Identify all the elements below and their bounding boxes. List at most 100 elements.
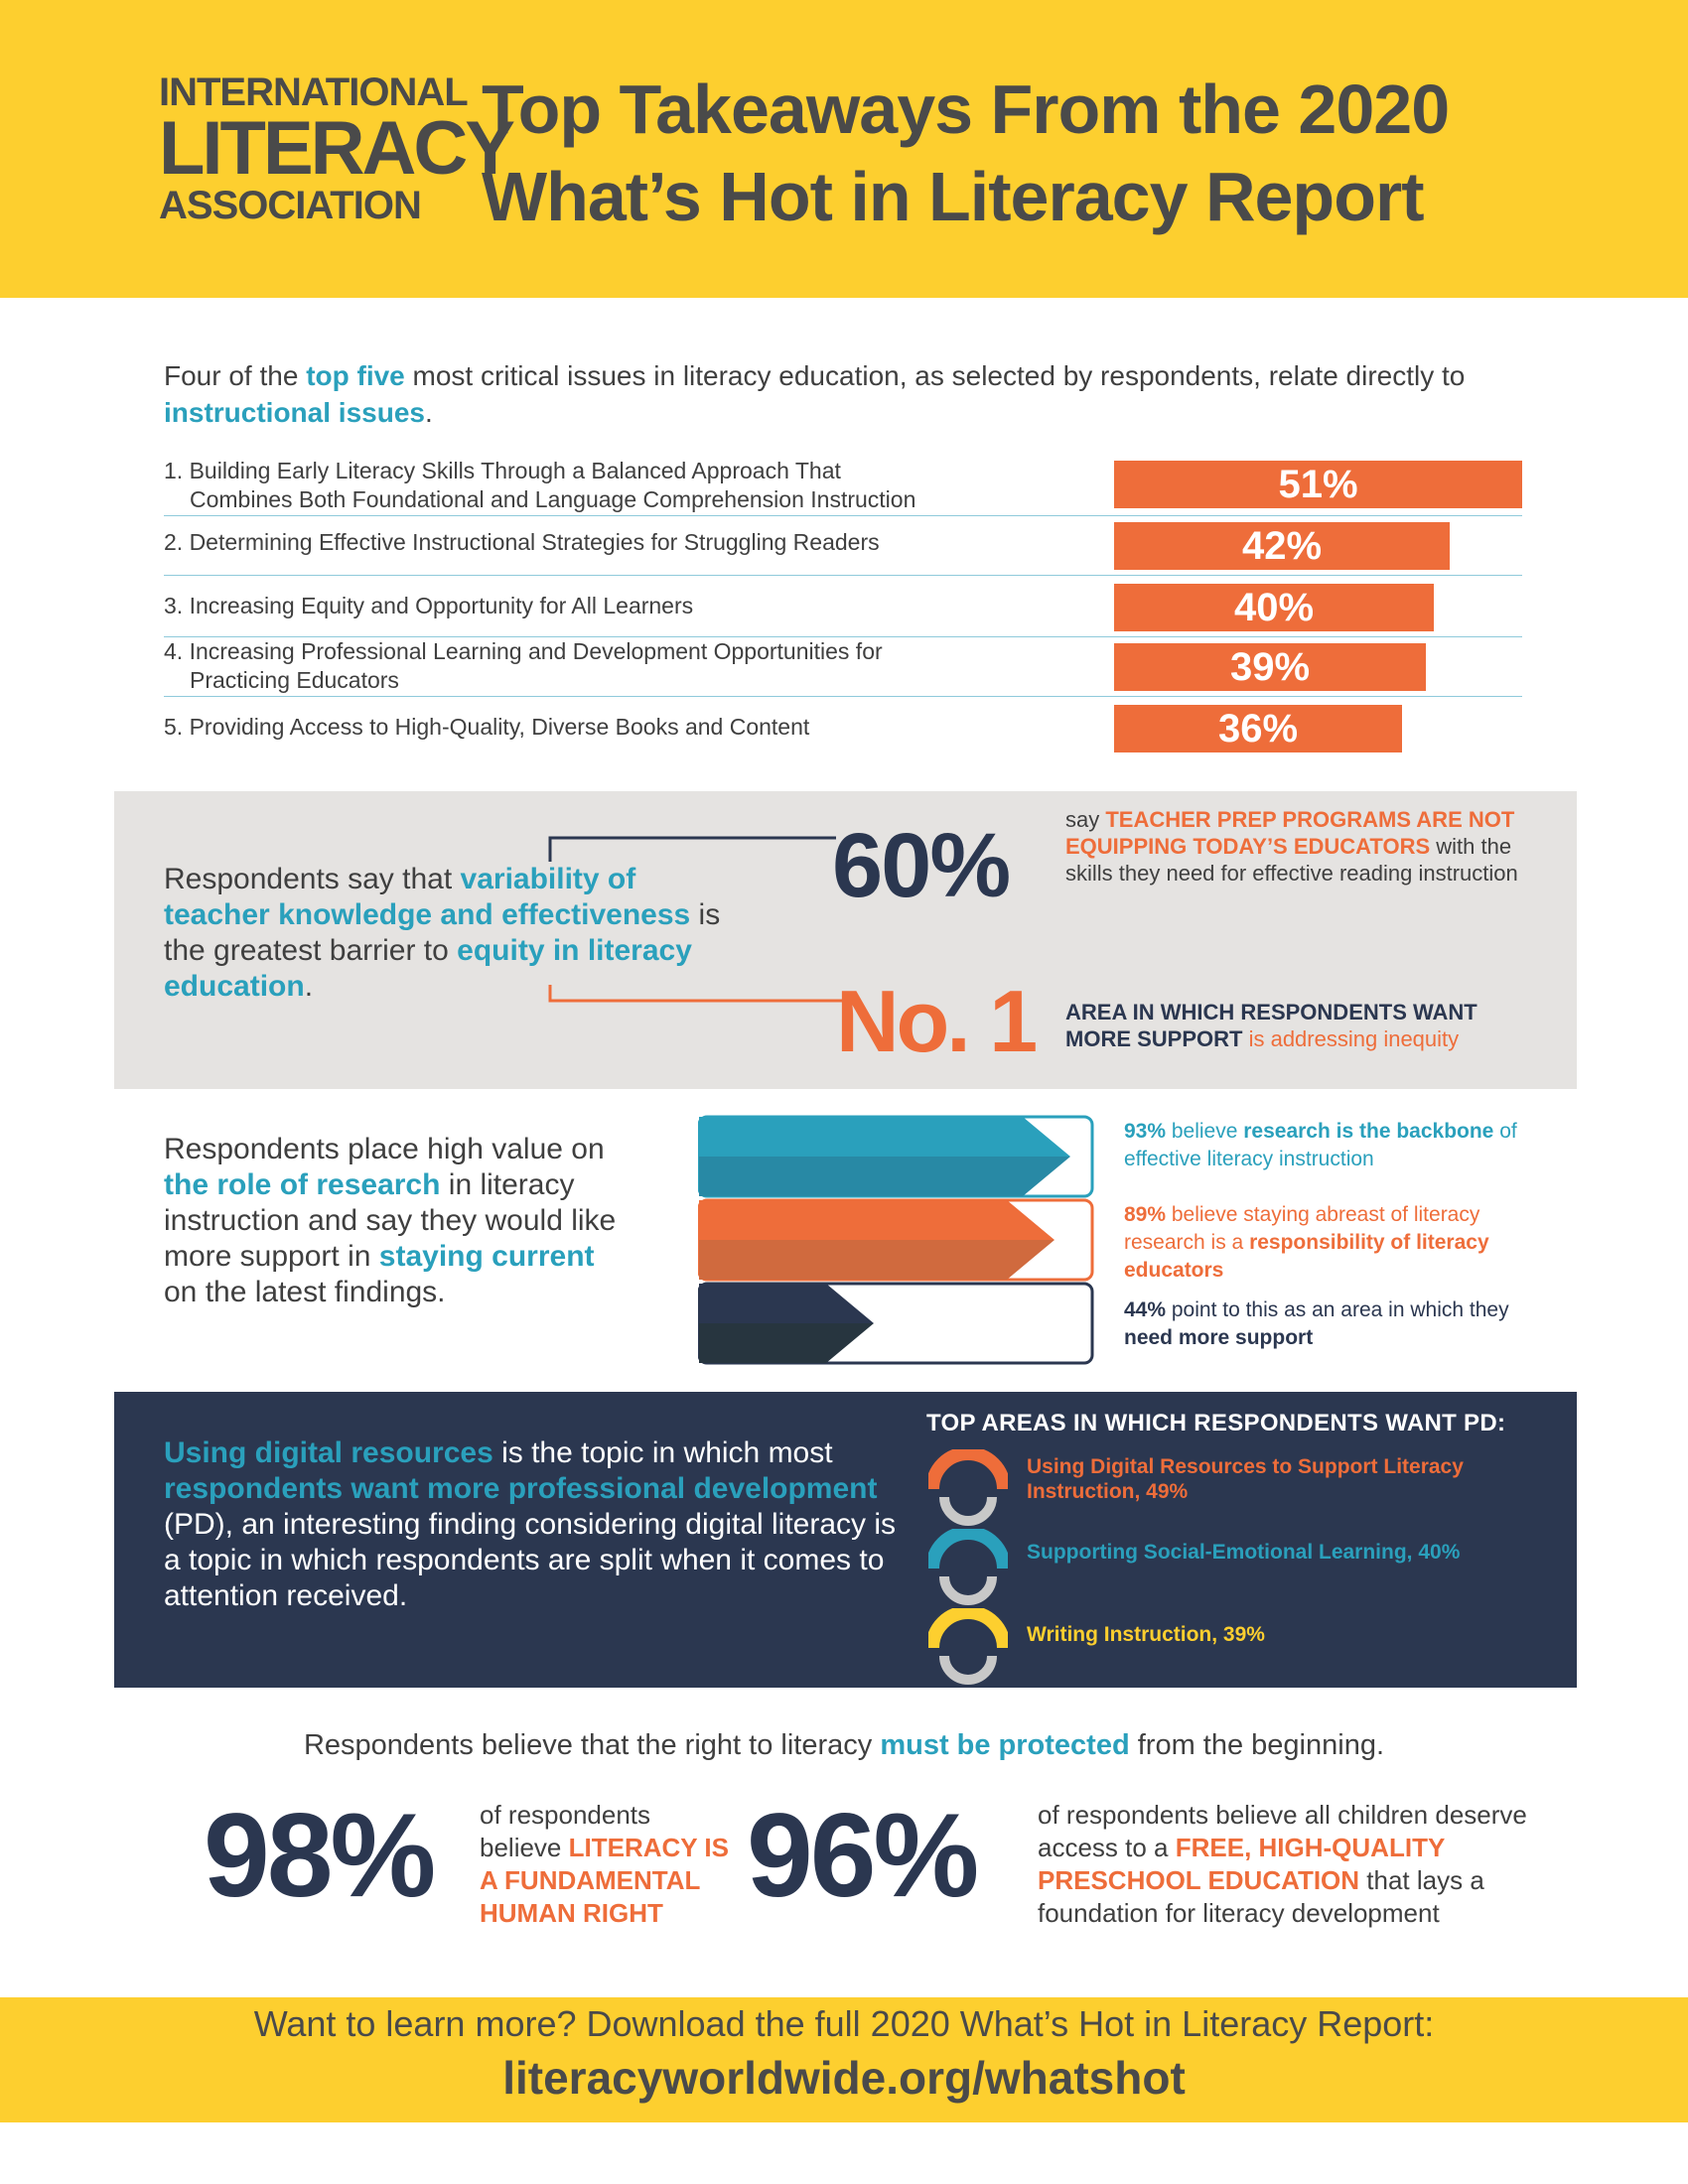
research-stat-pct: 89% xyxy=(1124,1203,1167,1226)
issue-label-line: 1. Building Early Literacy Skills Throug… xyxy=(164,458,841,483)
bracket-connector xyxy=(548,836,842,1003)
intro-highlight: instructional issues xyxy=(164,397,425,428)
yellow-arc-icon xyxy=(928,1608,1008,1685)
report-link[interactable]: literacyworldwide.org/whatshot xyxy=(502,2052,1186,2104)
footer-banner xyxy=(0,1997,1688,2122)
pd-highlight: Using digital resources xyxy=(164,1436,493,1469)
issue-row-4: 4. Increasing Professional Learning and … xyxy=(164,637,1522,697)
stat-60-percent: 60% xyxy=(832,815,1011,916)
stat-highlight: LITERACY IS A FUNDAMENTAL HUMAN RIGHT xyxy=(480,1833,729,1928)
stat-highlight: TEACHER PREP PROGRAMS ARE NOT EQUIPPING … xyxy=(1065,807,1515,859)
issue-bar xyxy=(1114,643,1426,691)
stat-highlight: AREA IN WHICH RESPONDENTS WANT MORE SUPP… xyxy=(1065,1000,1477,1051)
intro-highlight: top five xyxy=(306,360,405,391)
issue-label: 5. Providing Access to High-Quality, Div… xyxy=(164,713,809,742)
arrow-2-bottom xyxy=(699,1240,1055,1280)
bracket-bottom-line xyxy=(548,985,842,1003)
stat-text: with the skills they need for effective … xyxy=(1065,834,1518,886)
research-stat-3: 44% point to this as an area in which th… xyxy=(1124,1297,1561,1352)
issue-bar-value: 51% xyxy=(1278,463,1358,506)
equity-panel xyxy=(114,791,1577,1089)
research-stat-highlight: need more support xyxy=(1124,1326,1314,1349)
arrow-3-top xyxy=(699,1284,874,1323)
ila-logo: INTERNATIONAL LITERACY ASSOCIATION xyxy=(159,71,515,227)
stat-96-description: of respondents believe all children dese… xyxy=(1038,1799,1554,1930)
issue-row-3: 3. Increasing Equity and Opportunity for… xyxy=(164,576,1522,637)
stat-text: that lays a foundation for literacy deve… xyxy=(1038,1865,1484,1928)
page-title: Top Takeaways From the 2020 What’s Hot i… xyxy=(482,66,1594,240)
rights-text: from the beginning. xyxy=(1129,1729,1385,1761)
stat-highlight: FREE, HIGH-QUALITY PRESCHOOL EDUCATION xyxy=(1038,1833,1445,1895)
arrow-1-top xyxy=(699,1117,1070,1157)
issue-row-2: 2. Determining Effective Instructional S… xyxy=(164,516,1522,576)
issue-label-line: Combines Both Foundational and Language … xyxy=(190,486,916,512)
issue-bar-value: 42% xyxy=(1241,524,1323,568)
research-stat-highlight: responsibility of literacy educators xyxy=(1124,1231,1489,1282)
pd-item-2: Supporting Social-Emotional Learning, 40… xyxy=(1027,1541,1461,1564)
issue-label: 3. Increasing Equity and Opportunity for… xyxy=(164,592,693,620)
equity-statement: Respondents say that variability of teac… xyxy=(164,862,750,1005)
rights-heading: Respondents believe that the right to li… xyxy=(0,1729,1688,1762)
title-line-2: What’s Hot in Literacy Report xyxy=(482,158,1425,235)
stat-no1: No. 1 xyxy=(836,972,1038,1070)
issue-label: 2. Determining Effective Instructional S… xyxy=(164,528,880,557)
equity-text: is the greatest barrier to xyxy=(164,898,721,967)
arrow-1-bottom xyxy=(699,1157,1070,1196)
stat-98-percent: 98% xyxy=(204,1789,436,1922)
issue-row-5: 5. Providing Access to High-Quality, Div… xyxy=(164,697,1522,758)
stat-no1-description: AREA IN WHICH RESPONDENTS WANT MORE SUPP… xyxy=(1065,999,1542,1052)
rights-highlight: must be protected xyxy=(880,1729,1130,1761)
pd-text: (PD), an interesting finding considering… xyxy=(164,1508,897,1612)
logo-line-2: LITERACY xyxy=(159,106,515,191)
research-text: Respondents place high value on xyxy=(164,1133,605,1165)
equity-text: Respondents say that xyxy=(164,863,461,895)
stat-98-description: of respondents believe LITERACY IS A FUN… xyxy=(480,1799,738,1930)
issue-bar xyxy=(1114,522,1450,570)
research-stat-2: 89% believe staying abreast of literacy … xyxy=(1124,1201,1561,1285)
arrow-2-top xyxy=(699,1200,1055,1240)
pd-item-3: Writing Instruction, 39% xyxy=(1027,1623,1265,1646)
stat-96-percent: 96% xyxy=(747,1789,979,1922)
research-stat-text: believe xyxy=(1166,1120,1244,1143)
issue-bar xyxy=(1114,584,1434,631)
equity-highlight: variability of teacher knowledge and eff… xyxy=(164,863,691,931)
pd-panel xyxy=(114,1392,1577,1688)
issue-bar-value: 40% xyxy=(1233,586,1315,629)
research-arrow-chart xyxy=(698,1115,1094,1365)
arrow-3-bottom xyxy=(699,1323,874,1363)
equity-text: . xyxy=(304,970,314,1003)
equity-highlight: equity in literacy education xyxy=(164,934,692,1003)
issue-label-line: 3. Increasing Equity and Opportunity for… xyxy=(164,593,694,618)
bracket-top-line xyxy=(548,836,836,862)
research-text: on the latest findings. xyxy=(164,1276,446,1308)
issue-bar xyxy=(1114,705,1402,752)
research-highlight: staying current xyxy=(378,1240,595,1273)
stat-text: of respondents believe all children dese… xyxy=(1038,1800,1527,1862)
teal-arc-icon xyxy=(928,1529,1008,1605)
intro-text: . xyxy=(424,397,433,428)
issue-label-line: 4. Increasing Professional Learning and … xyxy=(164,638,883,664)
stat-60-description: say TEACHER PREP PROGRAMS ARE NOT EQUIPP… xyxy=(1065,806,1542,887)
issue-bar-value: 39% xyxy=(1229,645,1311,689)
issue-label: 1. Building Early Literacy Skills Throug… xyxy=(164,457,915,514)
issue-label: 4. Increasing Professional Learning and … xyxy=(164,637,883,695)
intro-text: most critical issues in literacy educati… xyxy=(404,360,1466,391)
header-banner xyxy=(0,0,1688,298)
research-highlight: the role of research xyxy=(164,1168,441,1201)
stat-text: say xyxy=(1065,807,1106,832)
issue-row-1: 1. Building Early Literacy Skills Throug… xyxy=(164,455,1522,516)
intro-text: Four of the xyxy=(164,360,307,391)
research-stat-highlight: research is the backbone xyxy=(1243,1120,1494,1143)
research-stat-pct: 93% xyxy=(1124,1120,1167,1143)
research-stat-text: point to this as an area in which they xyxy=(1166,1298,1509,1321)
stat-text: is addressing inequity xyxy=(1242,1026,1460,1051)
orange-arc-icon xyxy=(928,1449,1008,1526)
issue-bar xyxy=(1114,461,1522,508)
pd-item-1: Using Digital Resources to Support Liter… xyxy=(1027,1455,1464,1503)
title-line-1: Top Takeaways From the 2020 xyxy=(482,70,1450,148)
issue-bar-value: 36% xyxy=(1217,707,1299,751)
issue-label-line: 5. Providing Access to High-Quality, Div… xyxy=(164,714,810,740)
stat-text: of respondents believe xyxy=(480,1800,651,1862)
research-stat-pct: 44% xyxy=(1124,1298,1167,1321)
logo-line-3: ASSOCIATION xyxy=(159,184,422,227)
